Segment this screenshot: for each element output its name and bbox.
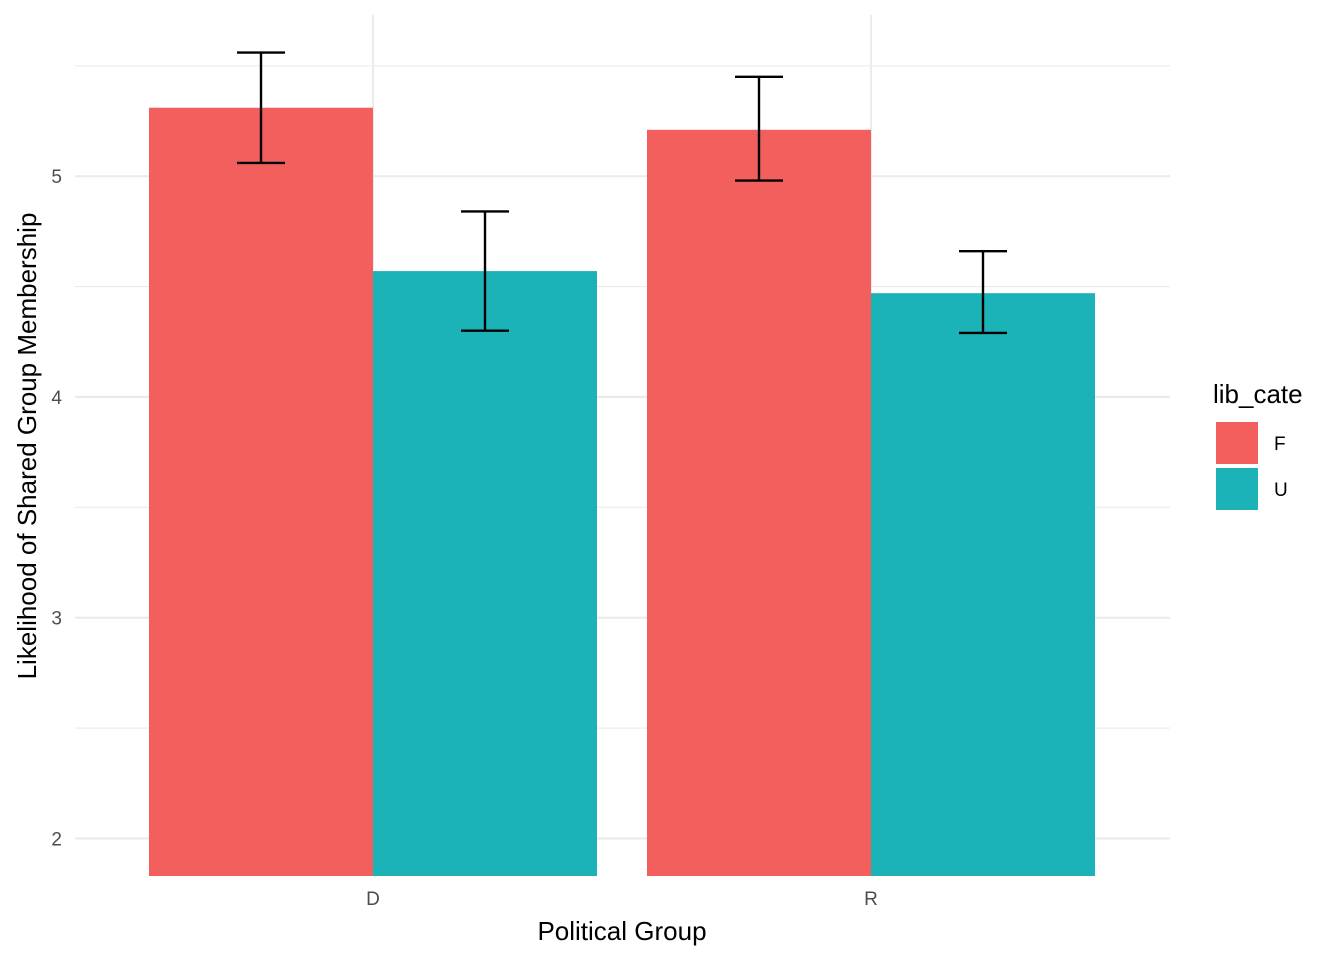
- legend-item-U: U: [1216, 468, 1288, 510]
- legend: lib_cate FU: [1213, 379, 1303, 510]
- legend-items: FU: [1216, 422, 1288, 510]
- legend-swatch: [1216, 468, 1258, 510]
- y-tick-label: 3: [51, 609, 62, 630]
- error-bar-F-D: [237, 51, 285, 165]
- x-tick-label: R: [864, 889, 878, 910]
- legend-label: U: [1274, 480, 1288, 501]
- legend-label: F: [1274, 434, 1286, 455]
- x-tick-label: D: [366, 889, 380, 910]
- bar-F-R: [647, 129, 871, 877]
- bar-U-D: [373, 271, 597, 877]
- legend-swatch: [1216, 422, 1258, 464]
- y-tick-label: 4: [51, 388, 62, 409]
- y-axis-title: Likelihood of Shared Group Membership: [12, 213, 42, 680]
- bar-F-D: [149, 107, 373, 876]
- error-bar-U-R: [959, 250, 1007, 335]
- error-bar-U-D: [461, 210, 509, 332]
- error-bar-F-R: [735, 75, 783, 182]
- y-axis-ticks: 2 3 4 5: [51, 167, 62, 850]
- error-bars: [237, 51, 1007, 335]
- legend-title: lib_cate: [1213, 379, 1303, 409]
- legend-item-F: F: [1216, 422, 1286, 464]
- bars: [149, 107, 1095, 877]
- y-tick-label: 5: [51, 167, 62, 188]
- bar-U-R: [871, 293, 1095, 877]
- x-axis-title: Political Group: [537, 916, 706, 946]
- y-tick-label: 2: [51, 829, 62, 850]
